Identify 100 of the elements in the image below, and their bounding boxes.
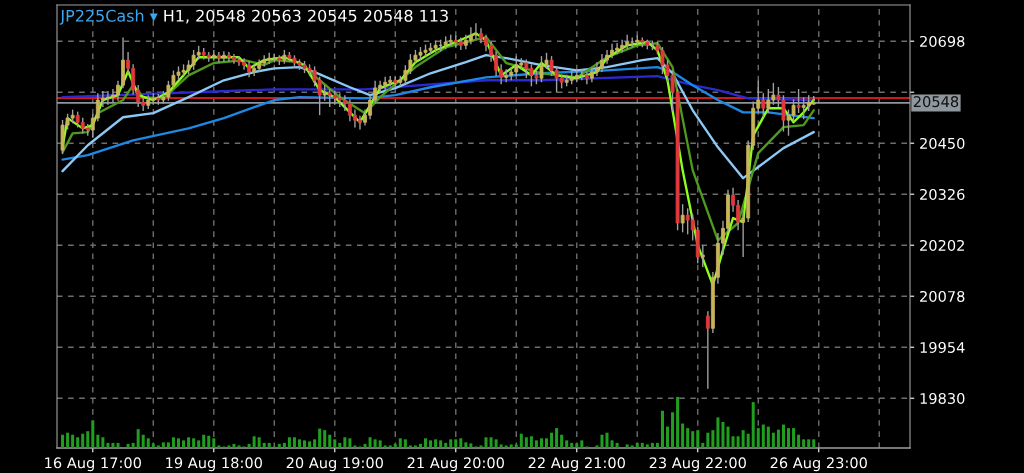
bar — [701, 442, 705, 448]
bar — [373, 439, 377, 448]
bar — [676, 397, 680, 448]
bar — [625, 444, 629, 448]
bar — [519, 433, 523, 448]
bar — [484, 437, 488, 448]
bar — [792, 428, 796, 448]
y-tick-label: 20202 — [920, 239, 964, 251]
bar — [151, 443, 155, 448]
bar — [338, 442, 342, 448]
x-tick-label: 21 Aug 20:00 — [407, 457, 504, 472]
bar — [776, 429, 780, 448]
bar — [756, 428, 760, 448]
candlestick — [705, 311, 710, 389]
bar — [393, 443, 397, 448]
bar — [524, 437, 528, 448]
bar — [403, 439, 407, 448]
bar — [257, 437, 261, 448]
bar — [429, 440, 433, 448]
bar — [131, 442, 135, 448]
bar — [267, 442, 271, 448]
bar — [176, 438, 181, 448]
bar — [418, 443, 422, 448]
bar — [726, 426, 730, 448]
bar — [328, 434, 332, 448]
bar — [439, 440, 443, 448]
candlestick — [680, 204, 685, 233]
bar — [232, 443, 236, 448]
bar — [146, 438, 150, 448]
bar — [408, 445, 412, 448]
bar — [454, 439, 458, 448]
bar — [580, 440, 584, 448]
bar — [459, 438, 463, 448]
y-tick-label: 20450 — [920, 137, 965, 149]
bar — [721, 421, 725, 448]
bar — [691, 431, 695, 448]
bar — [96, 434, 100, 448]
candlestick — [458, 37, 463, 51]
line-series — [61, 65, 815, 161]
bar — [630, 445, 634, 448]
candlestick — [584, 71, 589, 85]
bar — [217, 445, 221, 448]
bar — [595, 445, 599, 448]
bar — [192, 438, 196, 448]
bar — [645, 444, 649, 448]
x-tick-label: 20 Aug 19:00 — [286, 457, 383, 472]
bar — [383, 445, 387, 448]
bar — [202, 434, 206, 448]
bar — [287, 437, 291, 448]
bar — [424, 438, 428, 448]
bar — [771, 432, 775, 448]
bar — [696, 430, 700, 448]
bar — [736, 436, 740, 448]
line-series — [61, 54, 815, 180]
bar — [116, 442, 120, 448]
bar — [565, 440, 569, 448]
bar — [91, 420, 95, 448]
bar — [504, 445, 508, 448]
bar — [101, 437, 105, 448]
bar — [534, 440, 538, 448]
bar — [464, 442, 468, 448]
bar — [570, 442, 574, 448]
bar — [166, 442, 170, 448]
bar — [348, 438, 352, 448]
bar — [655, 442, 659, 448]
bar — [555, 428, 559, 448]
bar — [237, 445, 241, 448]
bar — [812, 439, 816, 448]
bar — [635, 442, 639, 448]
ref-line-label: 20548 — [913, 96, 959, 108]
bar — [660, 410, 664, 448]
bar — [297, 439, 301, 448]
bar — [746, 433, 750, 448]
bar — [781, 424, 785, 448]
bar — [560, 434, 564, 448]
bar — [252, 436, 256, 448]
bar — [434, 439, 438, 448]
bar — [398, 438, 402, 448]
y-tick-label: 19954 — [920, 341, 965, 353]
y-tick-label: 19830 — [920, 392, 965, 404]
bar — [545, 438, 549, 448]
y-tick-label: 20326 — [920, 188, 965, 200]
bar — [106, 442, 110, 448]
bar — [378, 440, 382, 448]
bar — [479, 445, 483, 448]
bar — [494, 439, 498, 448]
candlestick — [700, 245, 705, 268]
x-tick-label: 19 Aug 18:00 — [166, 457, 262, 472]
bar — [197, 440, 201, 448]
bar — [731, 436, 735, 448]
bar — [766, 426, 770, 448]
bar — [303, 440, 307, 448]
candlestick — [796, 89, 801, 114]
bar — [282, 442, 286, 448]
bar — [802, 439, 806, 448]
bar — [615, 442, 619, 448]
bar — [126, 443, 130, 448]
bar — [807, 439, 811, 448]
y-tick-label: 20698 — [920, 35, 965, 47]
bar — [529, 436, 533, 448]
